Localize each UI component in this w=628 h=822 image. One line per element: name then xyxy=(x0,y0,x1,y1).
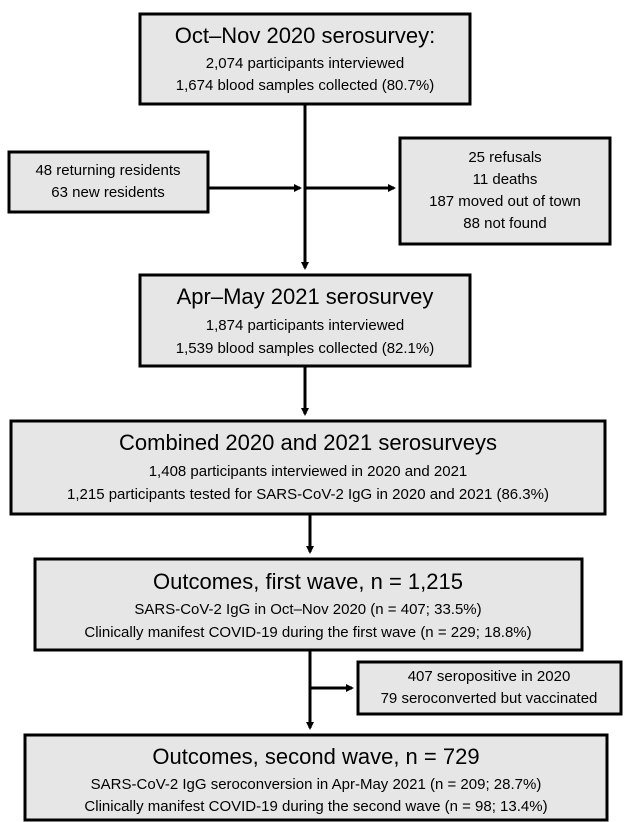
box-line: 48 returning residents xyxy=(35,162,180,179)
box-title: Combined 2020 and 2021 serosurveys xyxy=(119,430,497,455)
box-line: 1,408 participants interviewed in 2020 a… xyxy=(149,463,468,480)
box-line: Clinically manifest COVID-19 during the … xyxy=(84,624,531,641)
box xyxy=(9,419,607,516)
box-line: 1,874 participants interviewed xyxy=(206,317,404,334)
box-line: 79 seroconverted but vaccinated xyxy=(381,690,598,707)
box-line: SARS-CoV-2 IgG in Oct–Nov 2020 (n = 407;… xyxy=(134,601,481,618)
box-line: 2,074 participants interviewed xyxy=(206,55,404,72)
box-line: 1,215 participants tested for SARS-CoV-2… xyxy=(67,486,549,503)
side-box xyxy=(356,660,623,716)
box xyxy=(23,733,609,822)
box-line: 11 deaths xyxy=(473,171,538,188)
box-line: 187 moved out of town xyxy=(429,193,581,210)
box-line: 1,674 blood samples collected (80.7%) xyxy=(176,77,435,94)
box-title: Outcomes, first wave, n = 1,215 xyxy=(153,569,463,594)
box-line: SARS-CoV-2 IgG seroconversion in Apr-May… xyxy=(91,776,542,793)
box-line: Clinically manifest COVID-19 during the … xyxy=(84,798,547,815)
box xyxy=(138,12,472,106)
side-box xyxy=(398,136,612,246)
box-title: Outcomes, second wave, n = 729 xyxy=(152,744,479,769)
box xyxy=(33,557,584,652)
box-title: Oct–Nov 2020 serosurvey: xyxy=(175,23,435,48)
box-line: 88 not found xyxy=(463,215,546,232)
box-line: 63 new residents xyxy=(51,184,164,201)
box-line: 25 refusals xyxy=(468,149,541,166)
box-title: Apr–May 2021 serosurvey xyxy=(177,284,434,309)
box-line: 407 seropositive in 2020 xyxy=(408,668,571,685)
box-line: 1,539 blood samples collected (82.1%) xyxy=(176,340,435,357)
side-box xyxy=(7,150,210,214)
box xyxy=(138,273,472,368)
